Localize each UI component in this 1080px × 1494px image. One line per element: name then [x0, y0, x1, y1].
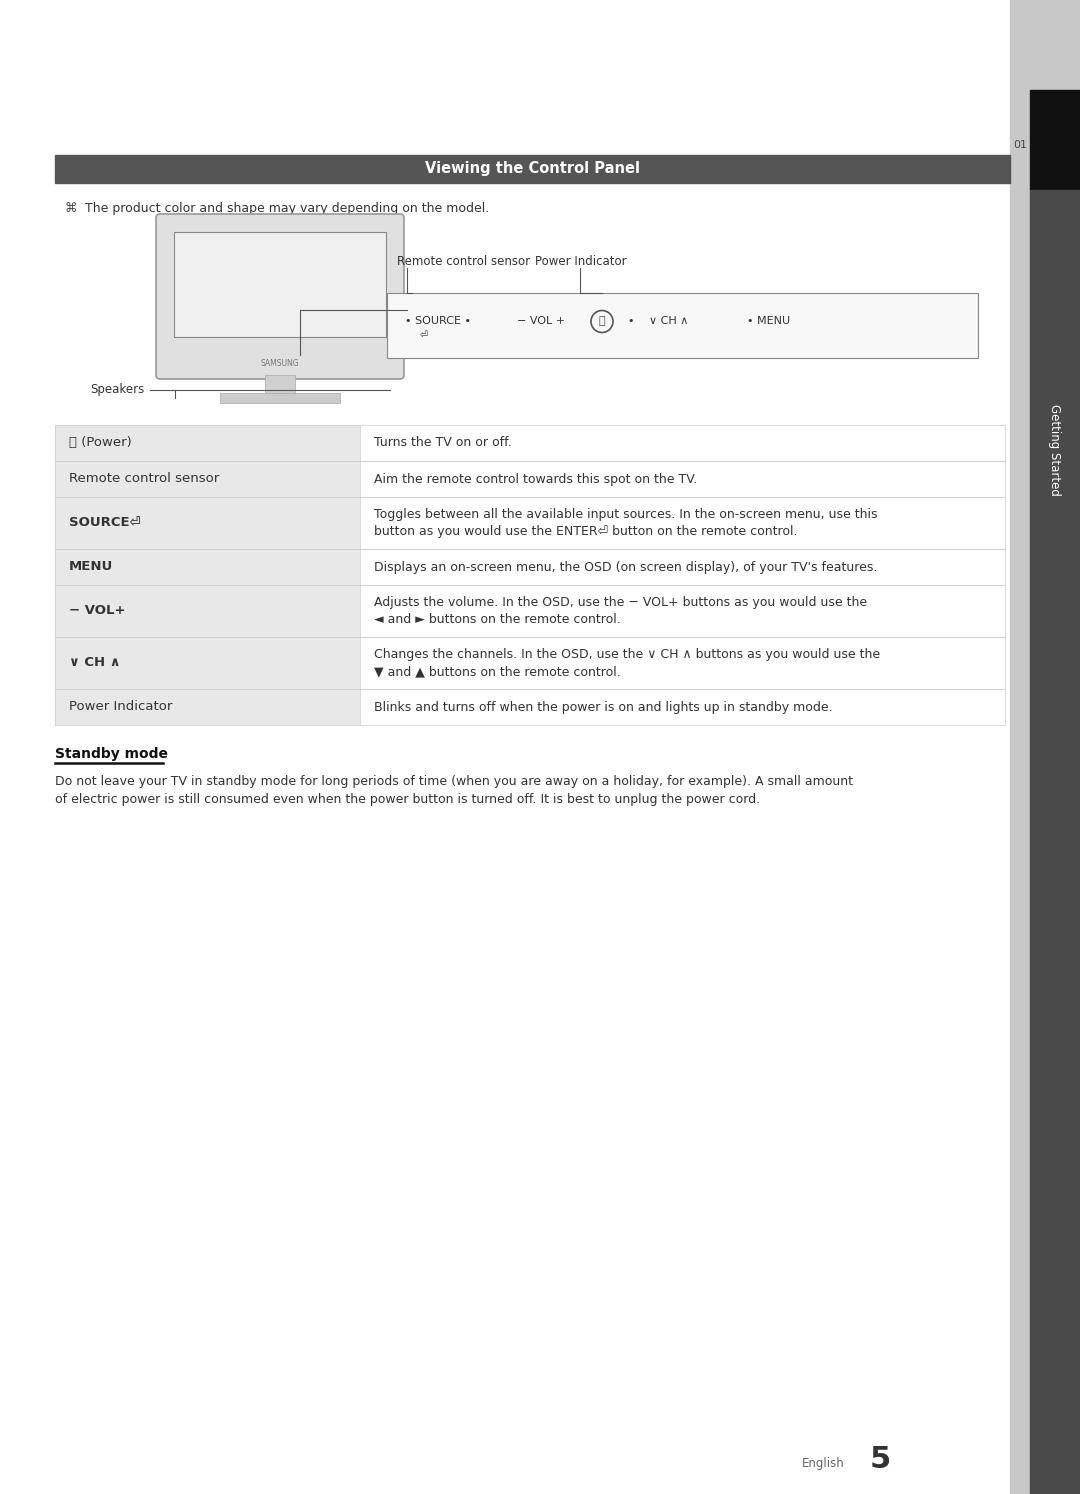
Text: ⏻ (Power): ⏻ (Power) [69, 436, 132, 450]
Text: Power Indicator: Power Indicator [535, 255, 626, 267]
Text: − VOL +: − VOL + [517, 317, 565, 327]
Bar [360, 462, 1005, 498]
Text: Changes the channels. In the OSD, use the ∨ CH ∧ buttons as you would use the
▼ : Changes the channels. In the OSD, use th… [374, 648, 880, 678]
Text: 5: 5 [870, 1446, 891, 1475]
Text: 01: 01 [1013, 140, 1027, 149]
Bar [360, 498, 1005, 548]
Text: Toggles between all the available input sources. In the on-screen menu, use this: Toggles between all the available input … [374, 508, 877, 538]
Bar [55, 689, 360, 725]
Text: English: English [802, 1457, 845, 1470]
Text: Viewing the Control Panel: Viewing the Control Panel [426, 161, 640, 176]
Bar [220, 393, 340, 403]
Text: Aim the remote control towards this spot on the TV.: Aim the remote control towards this spot… [374, 472, 697, 486]
Text: •: • [627, 317, 634, 327]
Text: Turns the TV on or off.: Turns the TV on or off. [374, 436, 512, 450]
Bar [360, 548, 1005, 586]
Bar [55, 586, 360, 636]
Text: Getting Started: Getting Started [1049, 403, 1062, 496]
Text: − VOL+: − VOL+ [69, 605, 125, 617]
Bar [360, 636, 1005, 689]
Bar [265, 375, 295, 393]
Bar [1010, 0, 1080, 1494]
Text: Remote control sensor: Remote control sensor [397, 255, 530, 267]
Text: • MENU: • MENU [747, 317, 791, 327]
Text: Remote control sensor: Remote control sensor [69, 472, 219, 486]
Text: SOURCE⏎: SOURCE⏎ [69, 517, 140, 529]
Text: Blinks and turns off when the power is on and lights up in standby mode.: Blinks and turns off when the power is o… [374, 701, 833, 714]
Text: Adjusts the volume. In the OSD, use the − VOL+ buttons as you would use the
◄ an: Adjusts the volume. In the OSD, use the … [374, 596, 867, 626]
Text: MENU: MENU [69, 560, 113, 574]
Bar [55, 636, 360, 689]
Bar [360, 424, 1005, 462]
Text: SAMSUNG: SAMSUNG [260, 359, 299, 368]
Text: Speakers: Speakers [90, 384, 145, 396]
Text: ∨ CH ∧: ∨ CH ∧ [649, 317, 688, 327]
Bar [55, 462, 360, 498]
Text: Power Indicator: Power Indicator [69, 701, 173, 714]
Bar [360, 586, 1005, 636]
Text: ⏻: ⏻ [598, 317, 605, 327]
Bar [1030, 190, 1080, 1494]
Text: ⏎: ⏎ [420, 330, 428, 341]
Bar [55, 424, 360, 462]
Text: ∨ CH ∧: ∨ CH ∧ [69, 656, 121, 669]
Bar [55, 548, 360, 586]
Text: Displays an on-screen menu, the OSD (on screen display), of your TV's features.: Displays an on-screen menu, the OSD (on … [374, 560, 877, 574]
FancyBboxPatch shape [156, 214, 404, 379]
Bar [387, 293, 978, 359]
Bar [55, 498, 360, 548]
Text: Do not leave your TV in standby mode for long periods of time (when you are away: Do not leave your TV in standby mode for… [55, 775, 853, 807]
Text: • SOURCE •: • SOURCE • [405, 317, 471, 327]
Bar [1030, 90, 1080, 190]
Text: Standby mode: Standby mode [55, 747, 168, 760]
Bar [55, 155, 1010, 182]
Text: The product color and shape may vary depending on the model.: The product color and shape may vary dep… [85, 202, 489, 215]
Bar [174, 232, 386, 338]
Bar [360, 689, 1005, 725]
Text: ⌘: ⌘ [65, 202, 78, 215]
